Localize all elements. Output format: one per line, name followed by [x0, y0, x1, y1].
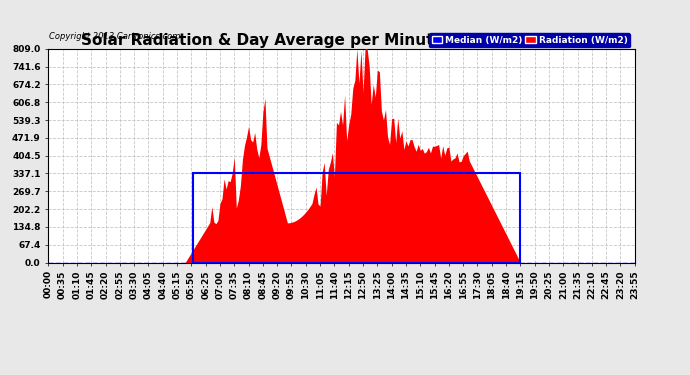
- Title: Solar Radiation & Day Average per Minute (Today) 20130826: Solar Radiation & Day Average per Minute…: [81, 33, 602, 48]
- Text: Copyright 2013 Cartronics.com: Copyright 2013 Cartronics.com: [49, 32, 180, 41]
- Bar: [193, 173, 520, 262]
- Legend: Median (W/m2), Radiation (W/m2): Median (W/m2), Radiation (W/m2): [428, 33, 630, 47]
